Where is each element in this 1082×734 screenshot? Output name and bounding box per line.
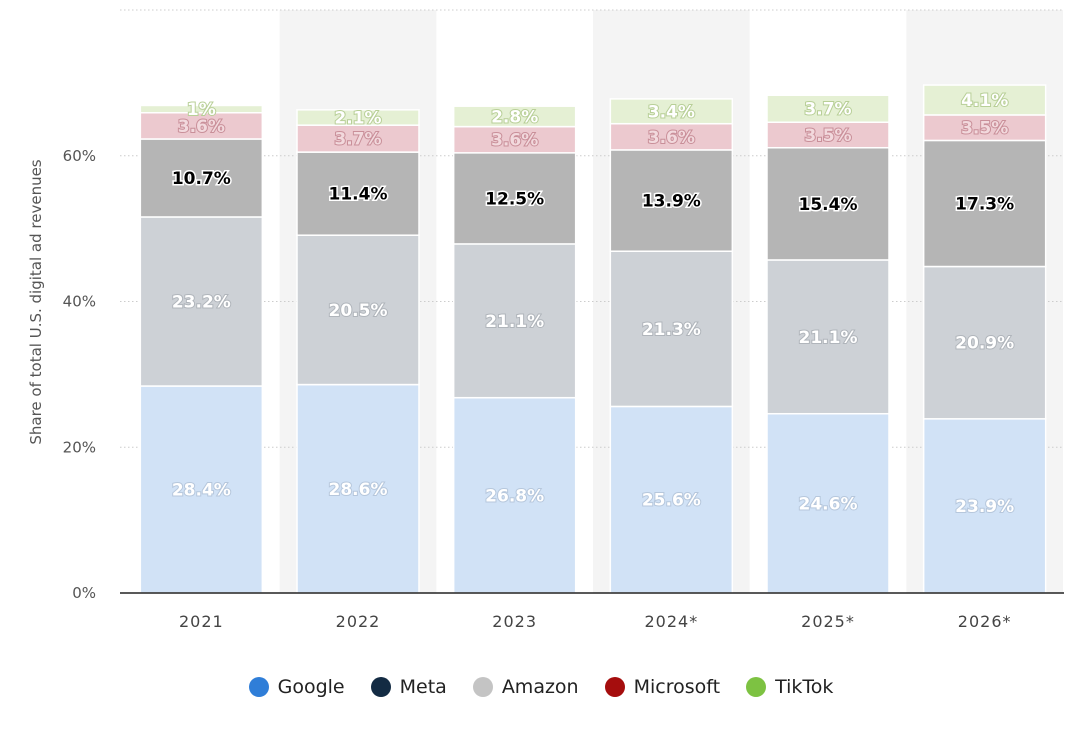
- data-label-microsoft: 3.6%: [178, 117, 225, 137]
- legend-item-amazon[interactable]: Amazon: [472, 676, 579, 698]
- data-label-amazon: 21.1%: [485, 312, 544, 332]
- bar-tiktok-2024[interactable]: [609, 98, 734, 125]
- bar-meta-2021[interactable]: [139, 138, 264, 218]
- y-tick-label: 60%: [63, 147, 96, 165]
- legend-label: TikTok: [775, 676, 834, 698]
- bars-layer: [139, 84, 1047, 594]
- data-label-google: 26.8%: [485, 486, 544, 506]
- bar-meta-2022[interactable]: [296, 151, 420, 236]
- data-label-tiktok: 2.8%: [491, 107, 538, 127]
- bar-google-2025[interactable]: [766, 412, 890, 594]
- bar-amazon-2024[interactable]: [609, 250, 734, 408]
- y-tick-label: 20%: [63, 438, 96, 456]
- bar-google-2026[interactable]: [922, 418, 1047, 594]
- bar-meta-2026[interactable]: [922, 139, 1047, 268]
- y-tick-label: 0%: [72, 584, 96, 602]
- data-label-tiktok: 4.1%: [961, 91, 1008, 111]
- axes: 0% 20% 40% 60% 2021 2022 2023 2024* 2025* 2026*: [63, 147, 1064, 631]
- bar-google-2022[interactable]: [296, 383, 420, 594]
- data-label-meta: 17.3%: [955, 194, 1014, 214]
- data-label-microsoft: 3.5%: [804, 126, 851, 146]
- x-tick-label: 2026*: [958, 612, 1012, 631]
- bar-meta-2024[interactable]: [609, 149, 734, 252]
- data-label-microsoft: 3.6%: [648, 128, 695, 148]
- bar-amazon-2023[interactable]: [452, 243, 577, 399]
- bar-tiktok-2021[interactable]: [139, 104, 264, 114]
- legend-item-meta[interactable]: Meta: [370, 676, 447, 698]
- bar-google-2024[interactable]: [609, 405, 734, 594]
- legend-item-tiktok[interactable]: TikTok: [746, 676, 833, 698]
- bar-google-2023[interactable]: [452, 396, 577, 594]
- legend-label: Microsoft: [633, 676, 721, 698]
- data-label-amazon: 21.3%: [642, 320, 701, 340]
- legend-label: Amazon: [501, 676, 579, 698]
- legend-item-google[interactable]: Google: [248, 676, 345, 698]
- data-label-microsoft: 3.6%: [491, 131, 538, 151]
- data-label-amazon: 23.2%: [172, 293, 231, 313]
- legend-label: Meta: [399, 676, 447, 698]
- gridlines: [120, 9, 1064, 448]
- bar-meta-2023[interactable]: [452, 152, 577, 245]
- bar-microsoft-2021[interactable]: [139, 112, 264, 140]
- data-label-google: 24.6%: [799, 494, 858, 514]
- data-label-meta: 13.9%: [642, 192, 701, 212]
- x-tick-label: 2024*: [644, 612, 698, 631]
- x-tick-label: 2022: [336, 612, 381, 631]
- y-axis-label: Share of total U.S. digital ad revenues: [27, 159, 45, 444]
- bar-amazon-2025[interactable]: [766, 259, 890, 415]
- x-tick-label: 2021: [179, 612, 224, 631]
- data-label-meta: 11.4%: [329, 185, 388, 205]
- data-label-google: 23.9%: [955, 497, 1014, 517]
- bar-amazon-2026[interactable]: [922, 265, 1047, 420]
- bar-tiktok-2023[interactable]: [452, 105, 577, 128]
- data-label-tiktok: 3.4%: [648, 102, 695, 122]
- y-tick-label: 40%: [63, 293, 96, 311]
- bar-google-2021[interactable]: [139, 385, 264, 594]
- legend: Google Meta Amazon Microsoft TikTok: [0, 676, 1082, 698]
- data-label-google: 25.6%: [642, 491, 701, 511]
- amazon-dot-icon: [472, 677, 493, 697]
- data-label-amazon: 20.5%: [329, 301, 388, 321]
- google-dot-icon: [248, 677, 269, 697]
- data-label-google: 28.4%: [172, 481, 231, 501]
- data-label-tiktok: 1%: [187, 100, 216, 120]
- data-label-tiktok: 2.1%: [334, 108, 381, 128]
- bar-microsoft-2023[interactable]: [452, 125, 577, 154]
- data-labels-layer: 28.4%23.2%10.7%3.6%1%28.6%20.5%11.4%3.7%…: [170, 90, 1015, 518]
- data-label-amazon: 21.1%: [799, 328, 858, 348]
- bar-microsoft-2022[interactable]: [296, 124, 420, 153]
- data-label-meta: 12.5%: [485, 189, 544, 209]
- bar-meta-2025[interactable]: [766, 146, 890, 261]
- bar-amazon-2021[interactable]: [139, 216, 264, 387]
- data-label-tiktok: 3.7%: [804, 100, 851, 120]
- bar-microsoft-2024[interactable]: [609, 122, 734, 151]
- bar-microsoft-2025[interactable]: [766, 121, 890, 149]
- microsoft-dot-icon: [604, 677, 625, 697]
- bar-tiktok-2026[interactable]: [922, 84, 1047, 116]
- tiktok-dot-icon: [746, 677, 767, 697]
- data-label-microsoft: 3.5%: [961, 119, 1008, 139]
- data-label-meta: 15.4%: [799, 195, 858, 215]
- data-label-google: 28.6%: [329, 480, 388, 500]
- x-tick-label: 2023: [492, 612, 537, 631]
- x-tick-label: 2025*: [801, 612, 855, 631]
- legend-item-microsoft[interactable]: Microsoft: [604, 676, 721, 698]
- data-label-amazon: 20.9%: [955, 334, 1014, 354]
- bar-tiktok-2025[interactable]: [766, 94, 890, 123]
- legend-label: Google: [277, 676, 345, 698]
- data-label-meta: 10.7%: [172, 169, 231, 189]
- data-label-microsoft: 3.7%: [334, 130, 381, 150]
- meta-dot-icon: [370, 677, 391, 697]
- bar-tiktok-2022[interactable]: [296, 109, 420, 126]
